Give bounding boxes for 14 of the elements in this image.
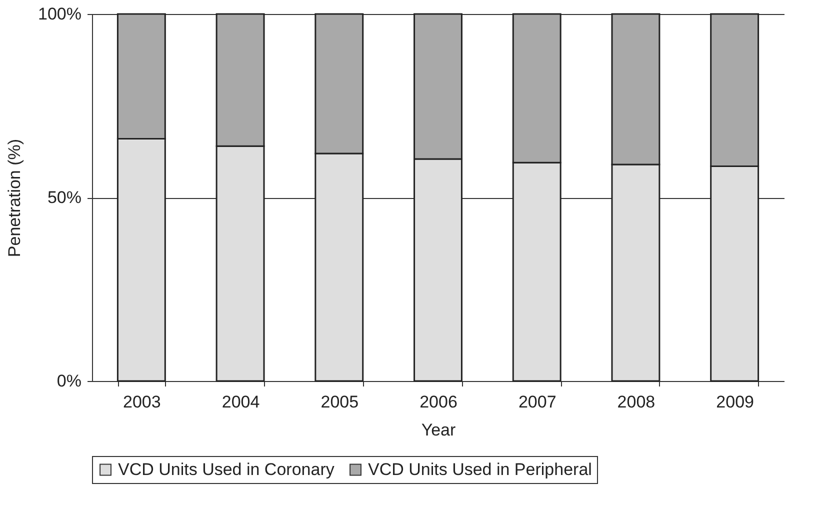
x-tick-label: 2008	[617, 392, 656, 412]
x-axis-title: Year	[421, 420, 456, 440]
legend-label: VCD Units Used in Coronary	[118, 460, 335, 479]
x-tick-label: 2007	[518, 392, 556, 412]
x-tick-label: 2009	[716, 392, 754, 412]
x-tick-label: 2006	[420, 392, 458, 412]
x-tick-label: 2003	[123, 392, 161, 412]
y-axis-title: Penetration (%)	[5, 138, 24, 258]
y-tick-label: 50%	[47, 188, 82, 207]
x-tick-label: 2004	[222, 392, 260, 412]
y-tick-label: 100%	[38, 4, 82, 24]
y-tick-label: 0%	[56, 372, 82, 390]
legend-label: VCD Units Used in Peripheral	[368, 460, 592, 479]
x-tick-label: 2005	[320, 392, 359, 412]
